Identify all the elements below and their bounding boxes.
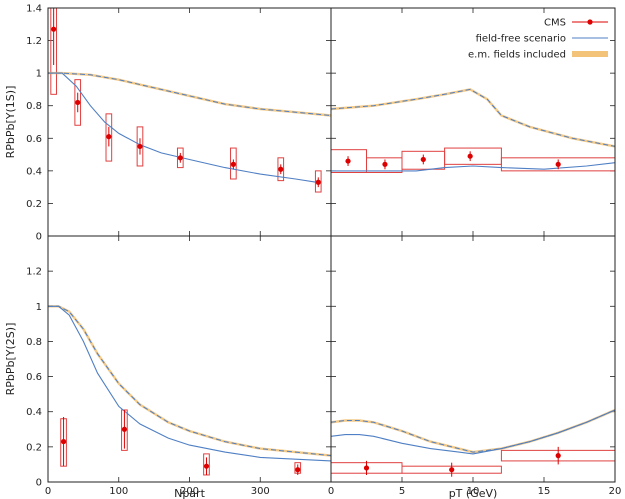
tick-marks xyxy=(330,7,616,237)
em-fields-curve xyxy=(48,305,332,457)
y-tick-label: 1.2 xyxy=(26,267,42,278)
y-tick-label: 0 xyxy=(36,232,42,243)
syst-box-7 xyxy=(314,170,322,193)
data-point-4 xyxy=(555,161,561,167)
syst-box-1 xyxy=(74,79,82,126)
em-fields-curve xyxy=(330,88,616,147)
axis-labels: Npart pT (GeV) RPbPb[Υ(1S)] RPbPb[Υ(2S)] xyxy=(4,86,497,499)
data-point-1 xyxy=(75,99,81,106)
data-point-0 xyxy=(60,438,67,445)
data-point-0 xyxy=(51,26,57,32)
data-point-3 xyxy=(467,153,473,159)
em-fields-curve xyxy=(48,72,332,116)
field-free-curve xyxy=(331,162,616,172)
tick-labels: 0 0.2 0.4 0.6 0.8 1 1.2 1.4 0 0.2 0.4 0.6 0.8 1 1.2 0 10… xyxy=(26,4,621,498)
x-tick-label-npart: 300 xyxy=(251,486,270,497)
data-point-3 xyxy=(295,467,301,473)
tick-marks xyxy=(47,7,331,237)
panel-frame xyxy=(47,7,332,237)
em-fields-band xyxy=(330,408,616,454)
data-point-3 xyxy=(137,143,143,150)
data-point-1 xyxy=(121,426,128,432)
panel-bottom-left-2s-vs-npart xyxy=(47,235,332,483)
y-tick-label: 0.4 xyxy=(26,407,42,418)
data-point-6 xyxy=(278,166,284,172)
x-axis-label-npart: Npart xyxy=(174,487,205,499)
y-tick-label: 0.4 xyxy=(26,166,42,177)
syst-box-3 xyxy=(444,147,502,165)
syst-box-5 xyxy=(230,147,237,180)
field-free-curve xyxy=(330,409,616,455)
y-tick-label: 1.4 xyxy=(26,4,42,15)
x-tick-label-npart: 100 xyxy=(109,486,128,497)
syst-box-6 xyxy=(277,157,285,182)
data-point-2 xyxy=(555,453,561,459)
data-point-2 xyxy=(203,463,210,469)
x-tick-label-pt: 15 xyxy=(538,486,551,497)
y-tick-label: 0.2 xyxy=(26,442,42,453)
panel-top-left-1s-vs-npart xyxy=(47,7,332,237)
panel-top-right-1s-vs-pt xyxy=(330,7,616,237)
data-point-2 xyxy=(420,156,426,163)
em-fields-band xyxy=(48,305,332,457)
data-point-1 xyxy=(382,161,388,167)
field-free-curve xyxy=(48,305,332,462)
data-point-1 xyxy=(449,467,455,473)
tick-marks xyxy=(330,235,616,483)
data-point-7 xyxy=(315,179,321,185)
panel-frame xyxy=(330,7,616,237)
data-point-5 xyxy=(230,161,236,167)
y-axis-label-1s: RPbPb[Υ(1S)] xyxy=(4,86,17,159)
x-tick-label-pt: 5 xyxy=(399,486,405,497)
x-tick-label-npart: 200 xyxy=(180,486,199,497)
x-tick-label-pt: 0 xyxy=(328,486,334,497)
y-tick-label: 0.8 xyxy=(26,337,42,348)
syst-box-2 xyxy=(105,113,113,162)
legend-symbol-em-fields xyxy=(572,51,608,57)
panel-frame xyxy=(330,235,616,483)
x-tick-label-pt: 10 xyxy=(467,486,480,497)
legend-label-1: field-free scenario xyxy=(476,34,566,45)
field-free-curve xyxy=(48,72,317,183)
y-tick-label: 0 xyxy=(36,478,42,489)
legend-label-0: CMS xyxy=(544,18,566,29)
em-fields-band xyxy=(48,71,332,117)
data-point-4 xyxy=(177,155,183,161)
legend: CMS field-free scenario e.m. fields includ… xyxy=(468,18,608,61)
y-axis-label-2s: RPbPb[Υ(2S)] xyxy=(4,323,17,396)
em-fields-curve xyxy=(330,409,616,453)
x-axis-label-pt: pT (GeV) xyxy=(449,487,498,499)
data-point-2 xyxy=(106,134,112,140)
panel-bottom-right-2s-vs-pt xyxy=(330,235,616,483)
y-tick-label: 0.8 xyxy=(26,101,42,112)
y-tick-label: 1 xyxy=(36,69,42,80)
x-tick-label-npart: 0 xyxy=(45,486,51,497)
legend-marker-cms xyxy=(587,19,593,25)
panels xyxy=(47,7,616,483)
y-tick-label: 0.6 xyxy=(26,372,42,383)
y-tick-label: 1 xyxy=(36,302,42,313)
y-tick-label: 1.2 xyxy=(26,36,42,47)
legend-label-2: e.m. fields included xyxy=(468,50,566,61)
data-point-0 xyxy=(345,158,351,164)
x-tick-label-pt: 20 xyxy=(609,486,622,497)
y-tick-label: 0.2 xyxy=(26,199,42,210)
y-tick-label: 0.6 xyxy=(26,134,42,145)
data-point-0 xyxy=(363,465,370,471)
